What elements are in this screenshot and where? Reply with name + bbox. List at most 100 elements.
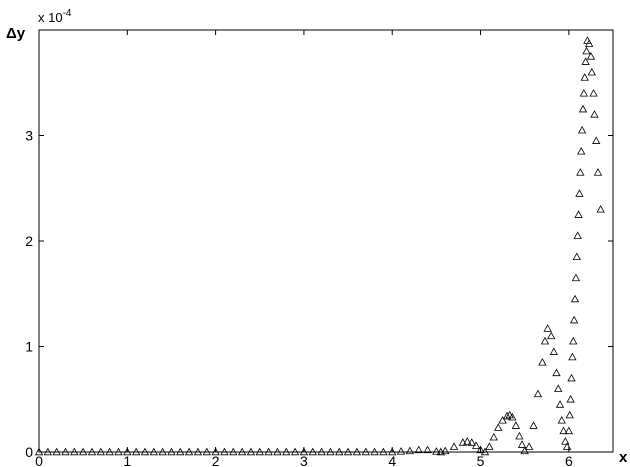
triangle-marker — [584, 39, 594, 47]
triangle-marker — [158, 447, 167, 456]
triangle-marker — [388, 447, 397, 456]
x-tick-label: 4 — [388, 453, 396, 467]
triangle-marker — [308, 447, 317, 456]
triangle-marker — [114, 447, 123, 456]
triangle-marker — [176, 447, 185, 456]
triangle-marker — [96, 447, 105, 456]
triangle-marker — [578, 104, 588, 113]
y-tick-label: 0 — [25, 444, 33, 460]
triangle-marker — [441, 446, 450, 455]
triangle-marker — [502, 411, 512, 420]
y-tick-label: 3 — [25, 128, 33, 144]
triangle-marker — [568, 352, 577, 361]
triangle-marker — [587, 67, 596, 76]
triangle-marker — [554, 384, 563, 392]
triangle-marker — [343, 447, 353, 456]
triangle-marker — [515, 431, 524, 440]
triangle-marker — [184, 447, 194, 456]
triangle-marker — [432, 447, 441, 455]
triangle-marker — [193, 447, 203, 456]
triangle-marker — [299, 447, 309, 456]
triangle-marker — [543, 324, 552, 332]
triangle-marker — [361, 447, 370, 456]
triangle-marker — [575, 189, 584, 197]
triangle-marker — [34, 447, 44, 456]
triangle-marker — [538, 358, 547, 366]
triangle-marker — [555, 400, 565, 408]
triangle-marker — [562, 442, 572, 450]
triangle-marker — [566, 394, 575, 403]
triangle-marker — [574, 210, 583, 218]
triangle-marker — [70, 447, 79, 456]
triangle-marker — [494, 423, 503, 431]
triangle-marker — [573, 231, 582, 239]
triangle-marker — [123, 447, 132, 456]
triangle-marker — [237, 447, 247, 456]
triangle-marker — [580, 73, 589, 81]
y-axis-label: Δy — [6, 25, 26, 42]
triangle-marker — [577, 147, 586, 155]
triangle-marker — [592, 136, 601, 144]
triangle-marker — [565, 410, 574, 419]
y-multiplier-base: x 10 — [38, 10, 63, 25]
triangle-marker — [572, 252, 581, 261]
y-tick-label: 1 — [25, 339, 33, 355]
triangle-marker — [264, 447, 273, 456]
triangle-marker — [290, 447, 300, 456]
triangle-marker — [273, 447, 282, 456]
triangle-marker — [396, 447, 406, 455]
triangle-marker — [569, 336, 578, 345]
triangle-marker — [105, 447, 114, 456]
triangle-marker — [540, 336, 550, 345]
plot-frame — [38, 29, 614, 453]
triangle-marker — [476, 445, 485, 454]
triangle-marker — [581, 57, 590, 65]
triangle-marker — [414, 445, 423, 454]
triangle-marker — [596, 205, 605, 213]
triangle-marker — [326, 447, 335, 456]
triangle-marker — [557, 416, 566, 424]
triangle-marker — [43, 447, 53, 456]
triangle-marker — [149, 447, 158, 456]
triangle-marker — [571, 273, 581, 282]
x-tick-label: 2 — [212, 453, 220, 467]
triangle-marker — [589, 88, 598, 97]
triangle-marker — [533, 389, 543, 398]
triangle-marker — [586, 52, 596, 60]
triangle-marker — [590, 110, 599, 118]
triangle-marker — [449, 442, 459, 450]
x-tick-label: 6 — [565, 453, 573, 467]
y-tick-label: 2 — [25, 233, 33, 249]
triangle-marker — [511, 421, 521, 429]
y-multiplier-exponent: -4 — [63, 8, 72, 19]
triangle-marker — [561, 437, 570, 445]
triangle-marker — [508, 412, 517, 421]
triangle-marker — [577, 125, 587, 134]
triangle-marker — [559, 426, 568, 435]
triangle-marker — [579, 88, 589, 97]
triangle-marker — [255, 447, 264, 456]
triangle-marker — [220, 447, 229, 456]
triangle-marker — [576, 168, 585, 176]
triangle-marker — [467, 438, 476, 446]
triangle-marker — [423, 445, 432, 454]
triangle-marker — [405, 446, 415, 455]
triangle-marker — [583, 36, 592, 44]
triangle-marker — [471, 441, 481, 449]
triangle-marker — [282, 447, 291, 456]
triangle-marker — [524, 442, 534, 450]
x-tick-label: 1 — [123, 453, 131, 467]
triangle-marker — [569, 315, 579, 324]
triangle-marker — [529, 421, 538, 429]
triangle-marker — [567, 373, 576, 382]
triangle-marker — [564, 426, 574, 435]
triangle-marker — [52, 447, 61, 456]
triangle-marker — [87, 447, 97, 456]
triangle-marker — [202, 447, 211, 456]
x-tick-label: 0 — [35, 453, 43, 467]
triangle-marker — [547, 331, 556, 340]
x-tick-label: 3 — [300, 453, 308, 467]
triangle-marker — [489, 432, 498, 441]
triangle-marker — [520, 446, 529, 455]
